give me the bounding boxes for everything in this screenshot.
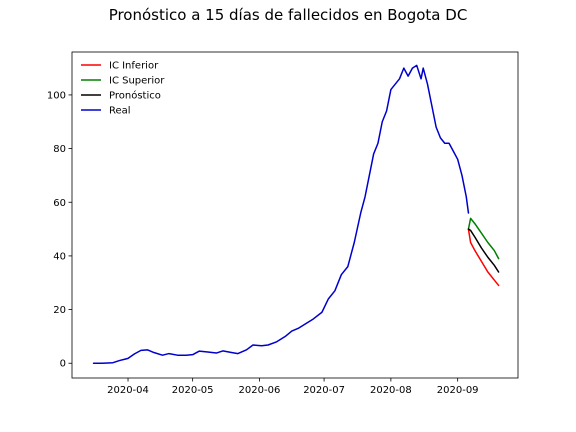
y-tick-label: 20 (53, 305, 66, 316)
legend-label-pronostico: Pronóstico (109, 90, 161, 102)
x-tick-label: 2020-05 (172, 385, 214, 396)
y-tick-label: 40 (53, 251, 66, 262)
plot-area (72, 52, 518, 378)
legend-label-real: Real (109, 106, 131, 117)
legend-label-ic-inferior: IC Inferior (109, 61, 159, 72)
x-tick-label: 2020-09 (437, 385, 479, 396)
series-line-ic-superior (467, 217, 500, 260)
y-tick-label: 80 (53, 144, 66, 155)
series-line-pronostico (467, 228, 500, 273)
series-line-ic-inferior (467, 228, 500, 287)
plot-frame (71, 51, 519, 379)
y-tick-label: 100 (47, 90, 66, 101)
legend-label-ic-superior: IC Superior (109, 76, 165, 87)
y-tick-label: 60 (53, 198, 66, 209)
x-axis-ticks: 2020-04 2020-05 2020-06 2020-07 2020-08 2020-… (107, 378, 479, 396)
y-tick-label: 0 (60, 359, 66, 370)
series-layer (92, 64, 500, 364)
series-line-real (92, 64, 470, 364)
x-tick-label: 2020-08 (370, 385, 412, 396)
x-tick-label: 2020-06 (239, 385, 281, 396)
y-axis-ticks: 0 20 40 60 80 100 (47, 90, 72, 370)
x-tick-label: 2020-04 (107, 385, 149, 396)
x-tick-label: 2020-07 (303, 385, 345, 396)
chart-title: Pronóstico a 15 días de fallecidos en Bo… (108, 6, 468, 24)
legend: IC Inferior IC Superior Pronóstico Real (81, 61, 165, 117)
